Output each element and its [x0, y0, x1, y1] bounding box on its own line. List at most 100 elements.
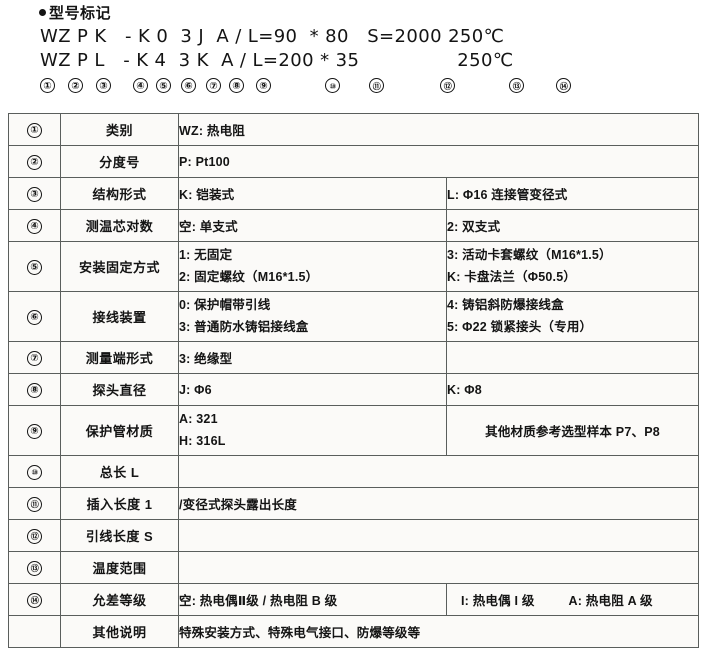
row-value-primary-cell: 1: 无固定 2: 固定螺纹（M16*1.5）	[178, 241, 447, 292]
table-row: ⑧ 探头直径 J: Φ6 K: Φ8	[8, 373, 700, 406]
row-number-badge: ⑬	[27, 560, 42, 576]
row-number-badge: ③	[27, 186, 42, 202]
row-label-cell: 分度号	[60, 145, 179, 178]
row-label-cell: 安装固定方式	[60, 241, 179, 292]
row-label-cell: 探头直径	[60, 373, 179, 406]
row-label-cell: 其他说明	[60, 615, 179, 648]
row-number-cell: ⑦	[8, 341, 61, 374]
value-line: 2: 固定螺纹（M16*1.5）	[179, 269, 319, 284]
marker-6: ⑥	[181, 78, 196, 93]
value-line: I: 热电偶 I 级	[461, 594, 535, 608]
value-line: H: 316L	[179, 433, 226, 448]
row-value-secondary-cell: 其他材质参考选型样本 P7、P8	[445, 405, 700, 456]
marker-5: ⑤	[156, 78, 171, 93]
table-row: 其他说明 特殊安装方式、特殊电气接口、防爆等级等	[8, 615, 700, 648]
spec-table: ① 类别 WZ: 热电阻 ② 分度号 P: Pt100 ③ 结构形式 K: 铠装式 L: Φ16 …	[8, 113, 700, 648]
page-title-text: 型号标记	[49, 5, 112, 22]
table-row: ⑩ 总长 L	[8, 455, 700, 488]
row-value-secondary-cell: 2: 双支式	[445, 209, 700, 242]
row-value-primary-cell: /变径式探头露出长度	[177, 487, 700, 520]
row-number-cell: ⑪	[8, 487, 61, 520]
value-line: A: 热电阻 A 级	[568, 594, 653, 608]
row-number-cell: ⑨	[8, 405, 61, 456]
row-value-primary-cell: K: 铠装式	[178, 177, 447, 210]
model-code-header: 型号标记 WZ P K - K 0 3 J A / L=90 * 80 S=20…	[0, 0, 707, 106]
marker-7: ⑦	[206, 78, 221, 93]
row-number-badge: ①	[27, 122, 42, 138]
row-value-primary-cell: 空: 热电偶Ⅱ级 / 热电阻 B 级	[178, 583, 447, 616]
row-number-badge: ⑭	[27, 592, 42, 608]
marker-1: ①	[40, 78, 55, 93]
row-number-badge: ⑦	[27, 350, 42, 366]
marker-8: ⑧	[229, 78, 244, 93]
value-line: A: 321	[179, 411, 218, 426]
row-label-cell: 类别	[60, 113, 179, 146]
table-row: ⑪ 插入长度 1/变径式探头露出长度	[8, 487, 700, 520]
model-code-line-2: WZ P L - K 4 3 K A / L=200 * 35 250℃	[40, 50, 514, 71]
value-line: 4: 铸铝斜防爆接线盒	[447, 297, 564, 312]
table-row: ② 分度号 P: Pt100	[8, 145, 700, 178]
value-line: 3: 普通防水铸铝接线盒	[179, 319, 309, 334]
marker-11: ⑪	[369, 78, 384, 93]
row-label-cell: 测量端形式	[60, 341, 179, 374]
row-number-cell: ③	[8, 177, 61, 210]
row-number-cell: ⑫	[8, 519, 61, 552]
row-label-cell: 插入长度 1	[60, 487, 179, 520]
marker-4: ④	[133, 78, 148, 93]
table-row: ⑦ 测量端形式 3: 绝缘型	[8, 341, 700, 374]
bullet-icon	[39, 9, 46, 16]
marker-2: ②	[68, 78, 83, 93]
row-value-primary-cell: 特殊安装方式、特殊电气接口、防爆等级等	[177, 615, 700, 648]
value-line: 0: 保护帽带引线	[179, 297, 271, 312]
table-row: ⑬ 温度范围	[8, 551, 700, 584]
row-number-badge: ⑤	[27, 259, 42, 275]
row-number-badge: ⑫	[27, 528, 42, 544]
row-number-badge: ⑧	[27, 382, 42, 398]
row-label-cell: 温度范围	[60, 551, 179, 584]
row-number-cell: ④	[8, 209, 61, 242]
value-pair: I: 热电偶 I 级 A: 热电阻 A 级	[447, 590, 698, 609]
page-title: 型号标记	[39, 2, 111, 23]
table-row: ⑭ 允差等级 空: 热电偶Ⅱ级 / 热电阻 B 级 I: 热电偶 I 级 A: 热电阻 …	[8, 583, 700, 616]
row-number-cell: ⑩	[8, 455, 61, 488]
row-number-badge: ⑩	[27, 464, 42, 480]
row-value-secondary-cell	[445, 341, 700, 374]
row-number-cell: ⑤	[8, 241, 61, 292]
row-number-cell: ⑧	[8, 373, 61, 406]
row-value-secondary-cell: L: Φ16 连接管变径式	[445, 177, 700, 210]
row-number-cell: ②	[8, 145, 61, 178]
row-value-primary-cell: J: Φ6	[178, 373, 447, 406]
row-number-badge: ⑥	[27, 309, 42, 325]
row-value-secondary-cell: K: Φ8	[445, 373, 700, 406]
table-row: ⑫ 引线长度 S	[8, 519, 700, 552]
marker-13: ⑬	[509, 78, 524, 93]
table-row: ④ 测温芯对数 空: 单支式 2: 双支式	[8, 209, 700, 242]
row-number-cell: ①	[8, 113, 61, 146]
row-number-cell: ⑬	[8, 551, 61, 584]
row-value-primary-cell: A: 321 H: 316L	[178, 405, 447, 456]
table-row: ⑤ 安装固定方式 1: 无固定 2: 固定螺纹（M16*1.5） 3: 活动卡套螺纹（M…	[8, 241, 700, 292]
row-value-primary-cell	[177, 519, 700, 552]
row-label-cell: 引线长度 S	[60, 519, 179, 552]
row-label-cell: 保护管材质	[60, 405, 179, 456]
marker-12: ⑫	[440, 78, 455, 93]
value-line: 5: Φ22 锁紧接头（专用）	[447, 319, 593, 334]
row-value-primary-cell	[177, 455, 700, 488]
model-code-line-1: WZ P K - K 0 3 J A / L=90 * 80 S=2000 25…	[40, 26, 505, 47]
row-number-badge: ④	[27, 218, 42, 234]
table-row: ③ 结构形式 K: 铠装式 L: Φ16 连接管变径式	[8, 177, 700, 210]
row-value-primary-cell: 空: 单支式	[178, 209, 447, 242]
table-row: ① 类别 WZ: 热电阻	[8, 113, 700, 146]
row-value-primary-cell: WZ: 热电阻	[177, 113, 700, 146]
row-value-primary-cell	[177, 551, 700, 584]
table-row: ⑥ 接线装置 0: 保护帽带引线 3: 普通防水铸铝接线盒 4: 铸铝斜防爆接线盒 5: …	[8, 291, 700, 342]
row-label-cell: 总长 L	[60, 455, 179, 488]
row-value-secondary-cell: 3: 活动卡套螺纹（M16*1.5） K: 卡盘法兰（Φ50.5）	[445, 241, 700, 292]
row-value-primary-cell: P: Pt100	[177, 145, 700, 178]
row-label-cell: 结构形式	[60, 177, 179, 210]
row-number-badge: ⑪	[27, 496, 42, 512]
row-number-cell	[8, 615, 61, 648]
row-value-primary-cell: 0: 保护帽带引线 3: 普通防水铸铝接线盒	[178, 291, 447, 342]
marker-10: ⑩	[325, 78, 340, 93]
